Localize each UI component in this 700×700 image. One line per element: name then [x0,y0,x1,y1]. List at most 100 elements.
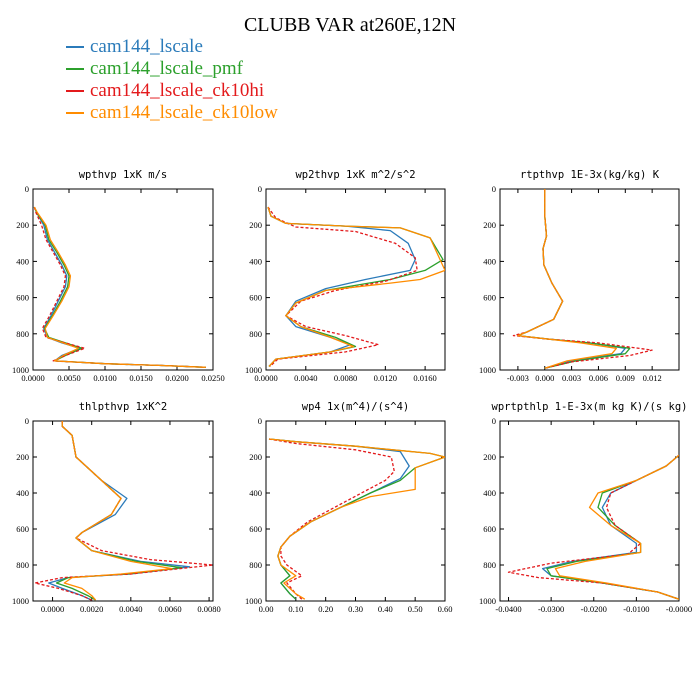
legend-swatch [66,90,84,92]
series-line [33,206,206,368]
x-tick-label: 0.0060 [158,604,181,614]
x-tick-label: 0.012 [643,373,662,383]
y-tick-label: 0 [25,416,29,426]
x-tick-label: 0.0000 [41,604,64,614]
y-tick-label: 800 [249,560,262,570]
legend-swatch [66,68,84,70]
y-tick-label: 200 [249,452,262,462]
panel-title: wp2thvp 1xK m^2/s^2 [295,169,415,181]
legend-label: cam144_lscale [90,36,203,57]
series-line [61,421,173,601]
y-tick-label: 200 [16,220,29,230]
y-tick-label: 800 [16,560,29,570]
x-tick-label: 0.0150 [129,373,152,383]
chart-panel: thlpthvp 1xK^2 0 200 400 600 800 1000 0.0000 0.0… [12,401,221,614]
y-tick-label: 1000 [479,596,496,606]
panel-title: rtpthvp 1E-3x(kg/kg) K [520,169,660,181]
x-tick-label: 0.0040 [294,373,317,383]
y-tick-label: 600 [16,524,29,534]
plot-frame [499,420,680,602]
series-line [33,206,206,368]
series-line [268,438,445,600]
y-tick-label: 1000 [479,365,496,375]
legend: cam144_lscale cam144_lscale_pmf cam144_l… [66,36,278,124]
series-line [55,421,183,601]
x-tick-label: 0.003 [562,373,581,383]
legend-item: cam144_lscale_ck10low [66,102,278,124]
legend-label: cam144_lscale_pmf [90,58,244,79]
series-line [512,189,653,369]
y-tick-label: 1000 [12,596,29,606]
series-line [267,206,445,367]
y-tick-label: 800 [483,560,496,570]
panel-title: wprtpthlp 1-E-3x(m kg K)/(s kg) [492,401,688,413]
legend-swatch [66,46,84,48]
x-tick-label: 0.0020 [80,604,103,614]
legend-item: cam144_lscale [66,36,278,58]
y-tick-label: 200 [16,452,29,462]
y-tick-label: 400 [16,256,29,266]
y-tick-label: 200 [483,452,496,462]
x-tick-label: 0.0050 [57,373,80,383]
y-tick-label: 800 [16,329,29,339]
chart-panel: wp2thvp 1xK m^2/s^2020040060080010000.00… [245,169,446,383]
x-tick-label: -0.0000 [666,604,692,614]
x-tick-label: 0.009 [616,373,635,383]
x-tick-label: 0.0080 [197,604,220,614]
series-line [507,454,679,600]
y-tick-label: 1000 [12,365,29,375]
y-tick-label: 0 [492,416,496,426]
y-tick-label: 0 [25,184,29,194]
y-tick-label: 1000 [245,596,262,606]
x-tick-label: -0.0200 [581,604,607,614]
x-tick-label: 0.0250 [201,373,224,383]
y-tick-label: 0 [492,184,496,194]
panel-title: thlpthvp 1xK^2 [79,401,168,413]
x-tick-label: -0.0400 [495,604,521,614]
y-tick-label: 400 [249,256,262,266]
plot-frame [32,188,214,371]
legend-item: cam144_lscale_pmf [66,58,278,80]
series-line [33,206,206,368]
x-tick-label: -0.0300 [538,604,564,614]
x-tick-label: 0.0040 [119,604,142,614]
x-tick-label: 0.50 [408,604,423,614]
x-tick-label: 0.40 [378,604,393,614]
chart-panel: wprtpthlp 1-E-3x(m kg K)/(s kg) 0 200 400 60… [479,401,692,614]
x-tick-label: 0.30 [348,604,363,614]
x-tick-label: 0.60 [438,604,453,614]
x-tick-label: 0.006 [589,373,608,383]
legend-label: cam144_lscale_ck10hi [90,80,265,101]
y-tick-label: 600 [483,524,496,534]
x-tick-label: 0.20 [318,604,333,614]
y-tick-label: 800 [249,329,262,339]
y-tick-label: 600 [249,293,262,303]
panel-title: wpthvp 1xK m/s [79,169,168,181]
legend-item: cam144_lscale_ck10hi [66,80,278,102]
series-line [48,421,191,601]
legend-label: cam144_lscale_ck10low [90,102,278,123]
x-tick-label: 0.0000 [254,373,277,383]
x-tick-label: 0.0200 [165,373,188,383]
x-tick-label: 0.10 [288,604,303,614]
series-line [268,438,395,600]
y-tick-label: 0 [258,416,262,426]
legend-swatch [66,112,84,114]
y-tick-label: 400 [483,256,496,266]
plot-frame [499,188,680,371]
x-tick-label: 0.0100 [93,373,116,383]
x-tick-label: -0.003 [507,373,529,383]
plot-frame [265,188,446,371]
y-tick-label: 0 [258,184,262,194]
plot-frame [32,420,214,602]
y-tick-label: 400 [483,488,496,498]
y-tick-label: 200 [249,220,262,230]
panel-title: wp4 1x(m^4)/(s^4) [302,401,409,413]
y-tick-label: 200 [483,220,496,230]
x-tick-label: 0.0080 [334,373,357,383]
y-tick-label: 1000 [245,365,262,375]
y-tick-label: 400 [16,488,29,498]
